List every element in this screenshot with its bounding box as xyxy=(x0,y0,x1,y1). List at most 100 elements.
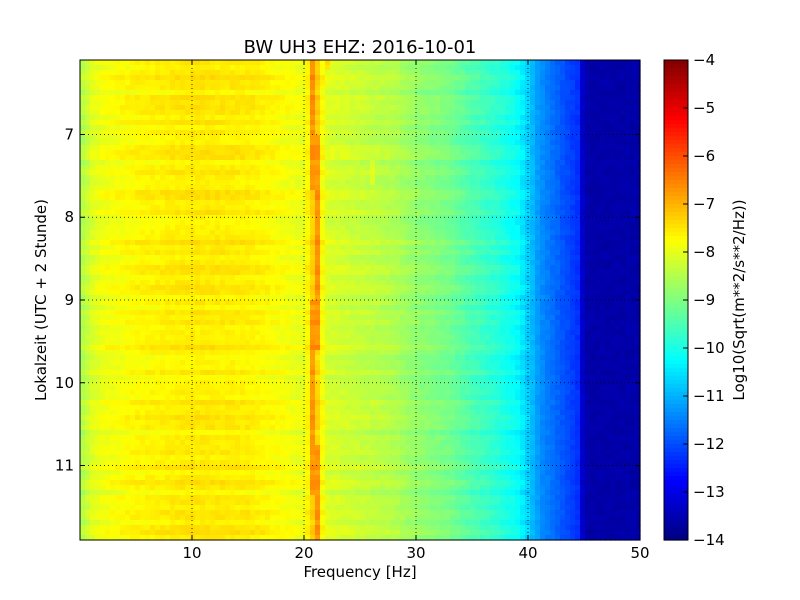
heatmap-cell xyxy=(605,160,611,166)
heatmap-cell xyxy=(465,110,471,116)
heatmap-cell xyxy=(335,195,341,201)
heatmap-cell xyxy=(380,60,386,66)
heatmap-cell xyxy=(470,230,476,236)
heatmap-cell xyxy=(590,160,596,166)
heatmap-cell xyxy=(405,75,411,81)
heatmap-cell xyxy=(505,100,511,106)
heatmap-cell xyxy=(465,230,471,236)
heatmap-cell xyxy=(160,225,166,231)
heatmap-cell xyxy=(215,250,221,256)
heatmap-cell xyxy=(325,225,331,231)
heatmap-cell xyxy=(155,120,161,126)
heatmap-cell xyxy=(455,75,461,81)
heatmap-cell xyxy=(290,260,296,266)
heatmap-cell xyxy=(85,150,91,156)
heatmap-cell xyxy=(85,270,91,276)
heatmap-cell xyxy=(130,75,136,81)
heatmap-cell xyxy=(590,265,596,271)
heatmap-cell xyxy=(435,120,441,126)
heatmap-cell xyxy=(455,215,461,221)
heatmap-cell xyxy=(310,225,316,231)
heatmap-cell xyxy=(450,85,456,91)
heatmap-cell xyxy=(115,115,121,121)
heatmap-cell xyxy=(215,100,221,106)
heatmap-cell xyxy=(225,95,231,101)
heatmap-cell xyxy=(475,155,481,161)
heatmap-cell xyxy=(505,180,511,186)
heatmap-cell xyxy=(225,210,231,216)
heatmap-cell xyxy=(315,140,321,146)
heatmap-cell xyxy=(120,90,126,96)
heatmap-cell xyxy=(410,180,416,186)
heatmap-cell xyxy=(190,125,196,131)
heatmap-cell xyxy=(470,255,476,261)
heatmap-cell xyxy=(315,75,321,81)
heatmap-cell xyxy=(255,120,261,126)
heatmap-cell xyxy=(225,130,231,136)
heatmap-cell xyxy=(355,85,361,91)
heatmap-cell xyxy=(440,260,446,266)
heatmap-cell xyxy=(610,115,616,121)
heatmap-cell xyxy=(520,230,526,236)
heatmap-cell xyxy=(455,240,461,246)
heatmap-cell xyxy=(105,220,111,226)
heatmap-cell xyxy=(330,65,336,71)
heatmap-cell xyxy=(195,105,201,111)
heatmap-cell xyxy=(510,175,516,181)
heatmap-cell xyxy=(270,140,276,146)
heatmap-cell xyxy=(430,90,436,96)
heatmap-cell xyxy=(390,250,396,256)
heatmap-cell xyxy=(360,140,366,146)
heatmap-cell xyxy=(195,100,201,106)
heatmap-cell xyxy=(125,85,131,91)
heatmap-cell xyxy=(615,155,621,161)
heatmap-cell xyxy=(140,190,146,196)
heatmap-cell xyxy=(630,195,636,201)
heatmap-cell xyxy=(375,270,381,276)
heatmap-cell xyxy=(220,230,226,236)
heatmap-cell xyxy=(125,180,131,186)
heatmap-cell xyxy=(240,75,246,81)
heatmap-cell xyxy=(635,180,641,186)
heatmap-cell xyxy=(100,255,106,261)
heatmap-cell xyxy=(610,260,616,266)
heatmap-cell xyxy=(570,100,576,106)
heatmap-cell xyxy=(205,210,211,216)
heatmap-cell xyxy=(625,90,631,96)
heatmap-cell xyxy=(250,70,256,76)
heatmap-cell xyxy=(285,185,291,191)
heatmap-cell xyxy=(625,95,631,101)
heatmap-cell xyxy=(470,225,476,231)
heatmap-cell xyxy=(210,85,216,91)
heatmap-cell xyxy=(485,230,491,236)
heatmap-cell xyxy=(100,225,106,231)
heatmap-cell xyxy=(520,170,526,176)
heatmap-cell xyxy=(475,250,481,256)
heatmap-cell xyxy=(240,135,246,141)
heatmap-cell xyxy=(95,95,101,101)
heatmap-cell xyxy=(615,225,621,231)
heatmap-cell xyxy=(620,220,626,226)
heatmap-cell xyxy=(80,225,86,231)
heatmap-cell xyxy=(315,135,321,141)
heatmap-cell xyxy=(390,60,396,66)
heatmap-cell xyxy=(85,185,91,191)
heatmap-cell xyxy=(365,150,371,156)
heatmap-cell xyxy=(365,210,371,216)
heatmap-cell xyxy=(630,180,636,186)
heatmap-cell xyxy=(420,160,426,166)
heatmap-cell xyxy=(345,165,351,171)
heatmap-cell xyxy=(195,160,201,166)
heatmap-cell xyxy=(595,170,601,176)
heatmap-cell xyxy=(305,210,311,216)
heatmap-cell xyxy=(335,130,341,136)
heatmap-cell xyxy=(350,255,356,261)
heatmap-cell xyxy=(325,160,331,166)
heatmap-cell xyxy=(105,185,111,191)
heatmap-cell xyxy=(255,160,261,166)
heatmap-cell xyxy=(310,130,316,136)
heatmap-cell xyxy=(180,125,186,131)
heatmap-cell xyxy=(635,125,641,131)
heatmap-cell xyxy=(140,125,146,131)
heatmap-cell xyxy=(480,265,486,271)
